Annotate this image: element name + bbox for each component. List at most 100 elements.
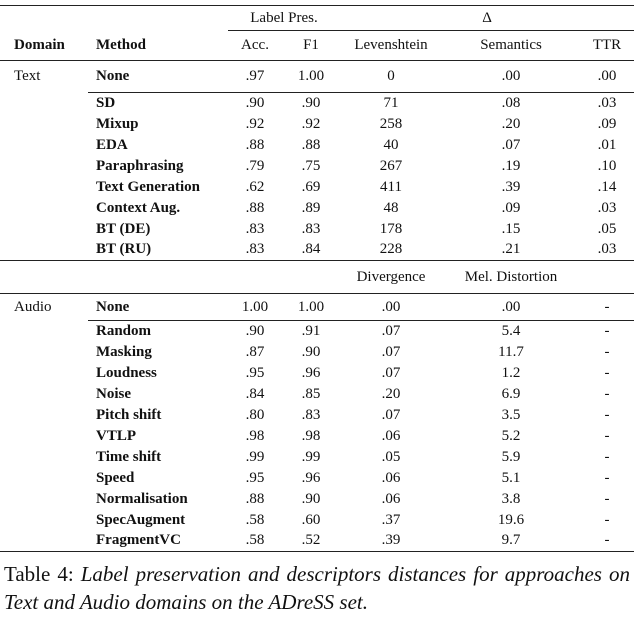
- table-cell: Semantics: [442, 30, 581, 61]
- table-cell: .58: [245, 511, 265, 528]
- table-cell: 11.7: [498, 343, 524, 360]
- table-cell: .09: [597, 115, 617, 132]
- table-cell: [0, 219, 88, 240]
- table-cell: .03: [597, 94, 617, 111]
- table-cell: [0, 239, 88, 261]
- table-cell: 5.4: [501, 322, 521, 339]
- caption-label: Table 4:: [4, 562, 74, 586]
- table-cell: 40: [383, 136, 399, 153]
- table-cell: .83: [301, 220, 321, 237]
- table-cell: .92: [245, 115, 265, 132]
- table-cell: 1.2: [501, 364, 521, 381]
- table-cell: Text Generation: [96, 178, 201, 195]
- table-cell: .84: [282, 239, 341, 261]
- table-cell: EDA: [96, 136, 128, 153]
- table-cell: .88: [245, 136, 265, 153]
- table-row: Speed .95 .96 .06 5.1 -: [0, 468, 634, 489]
- table-row: Text Generation .62 .69 411 .39 .14: [0, 177, 634, 198]
- table-cell: .07: [381, 406, 401, 423]
- table-cell: BT (DE): [96, 220, 151, 237]
- table-cell: .03: [580, 239, 634, 261]
- table-cell: 9.7: [442, 530, 581, 552]
- table-cell: VTLP: [96, 427, 137, 444]
- table-cell: .96: [301, 364, 321, 381]
- table-cell: -: [604, 427, 610, 444]
- table-cell: .95: [245, 469, 265, 486]
- table-cell: -: [604, 406, 610, 423]
- table-cell: [0, 468, 88, 489]
- table-cell: [0, 489, 88, 510]
- table-cell: .09: [501, 199, 521, 216]
- table-cell: Normalisation: [96, 490, 188, 507]
- table-cell: 1.00: [228, 293, 282, 321]
- table-cell: .90: [301, 94, 321, 111]
- table-cell: .80: [245, 406, 265, 423]
- table-cell: Mel. Distortion: [442, 260, 581, 294]
- table-cell: .15: [501, 220, 521, 237]
- table-cell: .00: [442, 293, 581, 321]
- table-row: Pitch shift .80 .83 .07 3.5 -: [0, 405, 634, 426]
- table-cell: [0, 363, 88, 384]
- table-row: Loudness .95 .96 .07 1.2 -: [0, 363, 634, 384]
- table-cell: .03: [597, 199, 617, 216]
- table-cell: Divergence: [340, 260, 443, 294]
- table-cell: 0: [340, 60, 443, 93]
- table-cell: None: [88, 60, 228, 93]
- table-cell: .88: [301, 136, 321, 153]
- table-cell: .06: [381, 469, 401, 486]
- table-cell: .99: [245, 448, 265, 465]
- table-cell: 267: [379, 157, 403, 174]
- table-cell: Method: [88, 30, 228, 61]
- table-row: EDA .88 .88 40 .07 .01: [0, 135, 634, 156]
- table-cell: [0, 384, 88, 405]
- table-cell: .20: [501, 115, 521, 132]
- table-cell: .75: [301, 157, 321, 174]
- table-cell: [0, 135, 88, 156]
- table-cell: .60: [301, 511, 321, 528]
- table-cell: 71: [383, 94, 399, 111]
- table-row: Paraphrasing .79 .75 267 .19 .10: [0, 156, 634, 177]
- table-cell: .83: [245, 220, 265, 237]
- table-cell: .07: [501, 136, 521, 153]
- table-cell: .10: [597, 157, 617, 174]
- table-cell: [0, 447, 88, 468]
- table-cell: .21: [442, 239, 581, 261]
- table-cell: -: [604, 364, 610, 381]
- table-cell: Label Pres.: [228, 5, 341, 31]
- results-table: Label Pres. Δ Domain Method Acc. F1 Levenshtei…: [0, 5, 634, 552]
- table-cell: [0, 93, 88, 114]
- table-cell: SpecAugment: [96, 511, 186, 528]
- table-cell: .83: [228, 239, 282, 261]
- table-cell: TTR: [580, 30, 634, 61]
- table-cell: 411: [380, 178, 402, 195]
- table-row: FragmentVC .58.52.39 9.7-: [0, 530, 634, 552]
- table-cell: .91: [301, 322, 321, 339]
- table-cell: [0, 510, 88, 531]
- table-cell: .69: [301, 178, 321, 195]
- table-cell: [0, 156, 88, 177]
- table-cell: .19: [501, 157, 521, 174]
- table-cell: Text: [14, 68, 41, 85]
- table-cell: .89: [301, 199, 321, 216]
- table-row: Text None .97 1.00 0.00.00: [0, 60, 634, 93]
- table-row: Domain Method Acc. F1 Levenshtein Semantics TT…: [0, 30, 634, 61]
- table-cell: [0, 426, 88, 447]
- table-cell: .39: [340, 530, 443, 552]
- table-row: Masking .87 .90 .07 11.7 -: [0, 342, 634, 363]
- table-cell: [0, 198, 88, 219]
- table-cell: Masking: [96, 343, 152, 360]
- table-cell: Time shift: [96, 448, 162, 465]
- table-cell: [0, 342, 88, 363]
- table-row: Audio None 1.00 1.00.00.00-: [0, 293, 634, 321]
- table-cell: Noise: [96, 385, 131, 402]
- table-cell: .97: [228, 60, 282, 93]
- table-cell: .05: [597, 220, 617, 237]
- table-row: SD .90 .90 71 .08 .03: [0, 93, 634, 114]
- table-cell: .00: [340, 293, 443, 321]
- table-cell: [0, 114, 88, 135]
- table-cell: 1.00: [282, 60, 341, 93]
- table-row: Divergence Mel. Distortion: [0, 260, 634, 294]
- table-cell: Random: [96, 322, 152, 339]
- table-cell: .07: [381, 322, 401, 339]
- table-cell: .83: [301, 406, 321, 423]
